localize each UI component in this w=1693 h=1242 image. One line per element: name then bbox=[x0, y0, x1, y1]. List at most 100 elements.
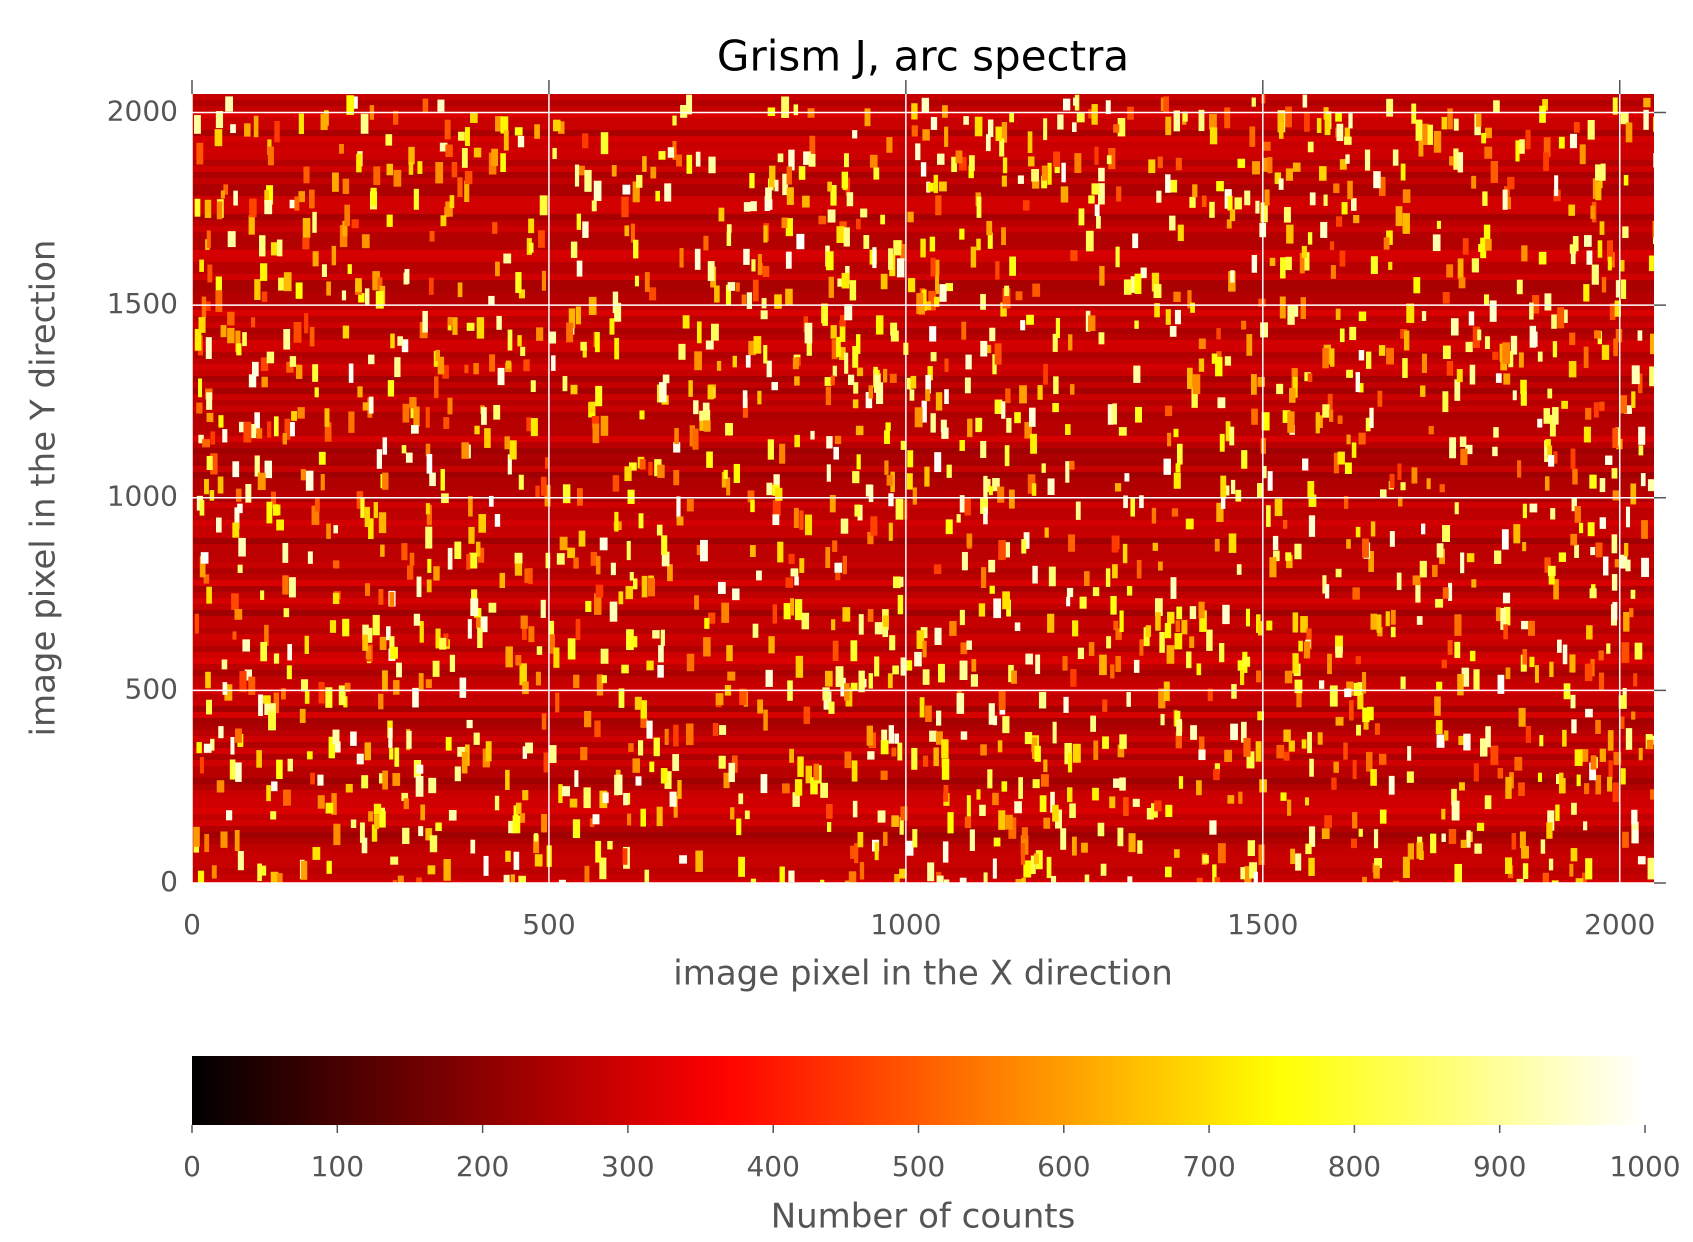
image-feature bbox=[1355, 526, 1361, 538]
image-feature bbox=[1620, 279, 1627, 299]
image-feature bbox=[328, 736, 336, 759]
image-feature bbox=[763, 709, 768, 731]
image-row bbox=[192, 610, 1654, 616]
image-feature bbox=[883, 430, 890, 444]
image-feature bbox=[906, 473, 913, 490]
image-feature bbox=[1542, 872, 1549, 883]
image-feature bbox=[765, 187, 772, 200]
image-row bbox=[192, 832, 1654, 838]
image-feature bbox=[1117, 744, 1125, 758]
image-feature bbox=[393, 110, 399, 125]
image-feature bbox=[1537, 418, 1543, 428]
image-feature bbox=[894, 873, 900, 883]
image-feature bbox=[1335, 646, 1343, 658]
image-row bbox=[192, 574, 1654, 580]
image-row bbox=[192, 730, 1654, 736]
image-feature bbox=[1092, 787, 1099, 801]
image-feature bbox=[828, 701, 835, 714]
image-feature bbox=[1335, 112, 1342, 122]
image-feature bbox=[497, 367, 505, 386]
image-feature bbox=[283, 272, 292, 292]
image-feature bbox=[232, 461, 240, 478]
image-feature bbox=[348, 363, 354, 383]
image-feature bbox=[1176, 443, 1183, 465]
image-feature bbox=[406, 730, 412, 749]
image-feature bbox=[1589, 762, 1597, 781]
image-feature bbox=[1556, 773, 1562, 785]
image-feature bbox=[1299, 252, 1305, 274]
image-feature bbox=[921, 289, 927, 312]
image-feature bbox=[1122, 543, 1128, 564]
image-feature bbox=[1459, 782, 1465, 791]
image-feature bbox=[344, 204, 351, 227]
image-feature bbox=[1457, 673, 1464, 696]
image-feature bbox=[1615, 280, 1620, 298]
image-feature bbox=[378, 693, 384, 710]
image-feature bbox=[706, 451, 713, 468]
image-feature bbox=[264, 624, 269, 646]
image-feature bbox=[1173, 472, 1181, 489]
image-feature bbox=[686, 94, 693, 115]
image-feature bbox=[1198, 736, 1205, 751]
image-feature bbox=[1027, 156, 1035, 167]
image-feature bbox=[324, 422, 332, 442]
image-feature bbox=[732, 355, 737, 368]
image-feature bbox=[1307, 481, 1315, 498]
image-feature bbox=[1585, 708, 1593, 718]
image-feature bbox=[1014, 622, 1021, 632]
image-feature bbox=[1632, 829, 1639, 844]
image-feature bbox=[1581, 749, 1589, 762]
image-feature bbox=[934, 452, 942, 473]
image-feature bbox=[1072, 122, 1077, 133]
image-feature bbox=[1187, 290, 1192, 309]
image-feature bbox=[1053, 376, 1059, 395]
image-row bbox=[192, 604, 1654, 610]
image-feature bbox=[540, 599, 546, 618]
image-feature bbox=[393, 680, 400, 695]
image-row bbox=[192, 580, 1654, 586]
image-feature bbox=[1432, 564, 1438, 577]
image-feature bbox=[660, 768, 668, 784]
image-feature bbox=[804, 514, 813, 536]
image-feature bbox=[656, 524, 663, 536]
image-feature bbox=[679, 247, 684, 268]
image-feature bbox=[1019, 385, 1027, 404]
image-feature bbox=[1301, 739, 1307, 749]
image-feature bbox=[582, 133, 589, 149]
image-feature bbox=[933, 259, 940, 275]
image-feature bbox=[539, 195, 548, 216]
image-feature bbox=[852, 471, 860, 484]
image-feature bbox=[900, 657, 907, 676]
image-feature bbox=[1090, 715, 1097, 732]
image-feature bbox=[922, 640, 927, 658]
image-feature bbox=[392, 773, 401, 786]
image-feature bbox=[276, 519, 285, 531]
x-tick-label: 1500 bbox=[1227, 908, 1298, 941]
image-feature bbox=[468, 496, 473, 517]
image-feature bbox=[256, 428, 263, 439]
image-feature bbox=[1548, 572, 1555, 585]
image-feature bbox=[1242, 656, 1251, 667]
image-feature bbox=[331, 793, 337, 815]
image-feature bbox=[360, 113, 369, 134]
image-feature bbox=[1083, 571, 1090, 587]
image-feature bbox=[1396, 572, 1402, 591]
image-feature bbox=[765, 669, 773, 687]
image-feature bbox=[220, 190, 225, 199]
image-feature bbox=[592, 814, 600, 825]
image-feature bbox=[884, 460, 889, 475]
image-feature bbox=[1362, 876, 1367, 883]
image-feature bbox=[346, 95, 355, 115]
image-feature bbox=[514, 127, 523, 136]
image-feature bbox=[1615, 328, 1623, 343]
image-feature bbox=[1011, 670, 1017, 684]
image-feature bbox=[1283, 729, 1291, 742]
image-feature bbox=[261, 376, 268, 388]
image-feature bbox=[895, 498, 904, 520]
image-feature bbox=[1420, 385, 1426, 397]
image-row bbox=[192, 556, 1654, 562]
image-feature bbox=[867, 531, 874, 545]
image-feature bbox=[206, 392, 213, 410]
image-feature bbox=[818, 215, 827, 225]
image-row bbox=[192, 268, 1654, 274]
